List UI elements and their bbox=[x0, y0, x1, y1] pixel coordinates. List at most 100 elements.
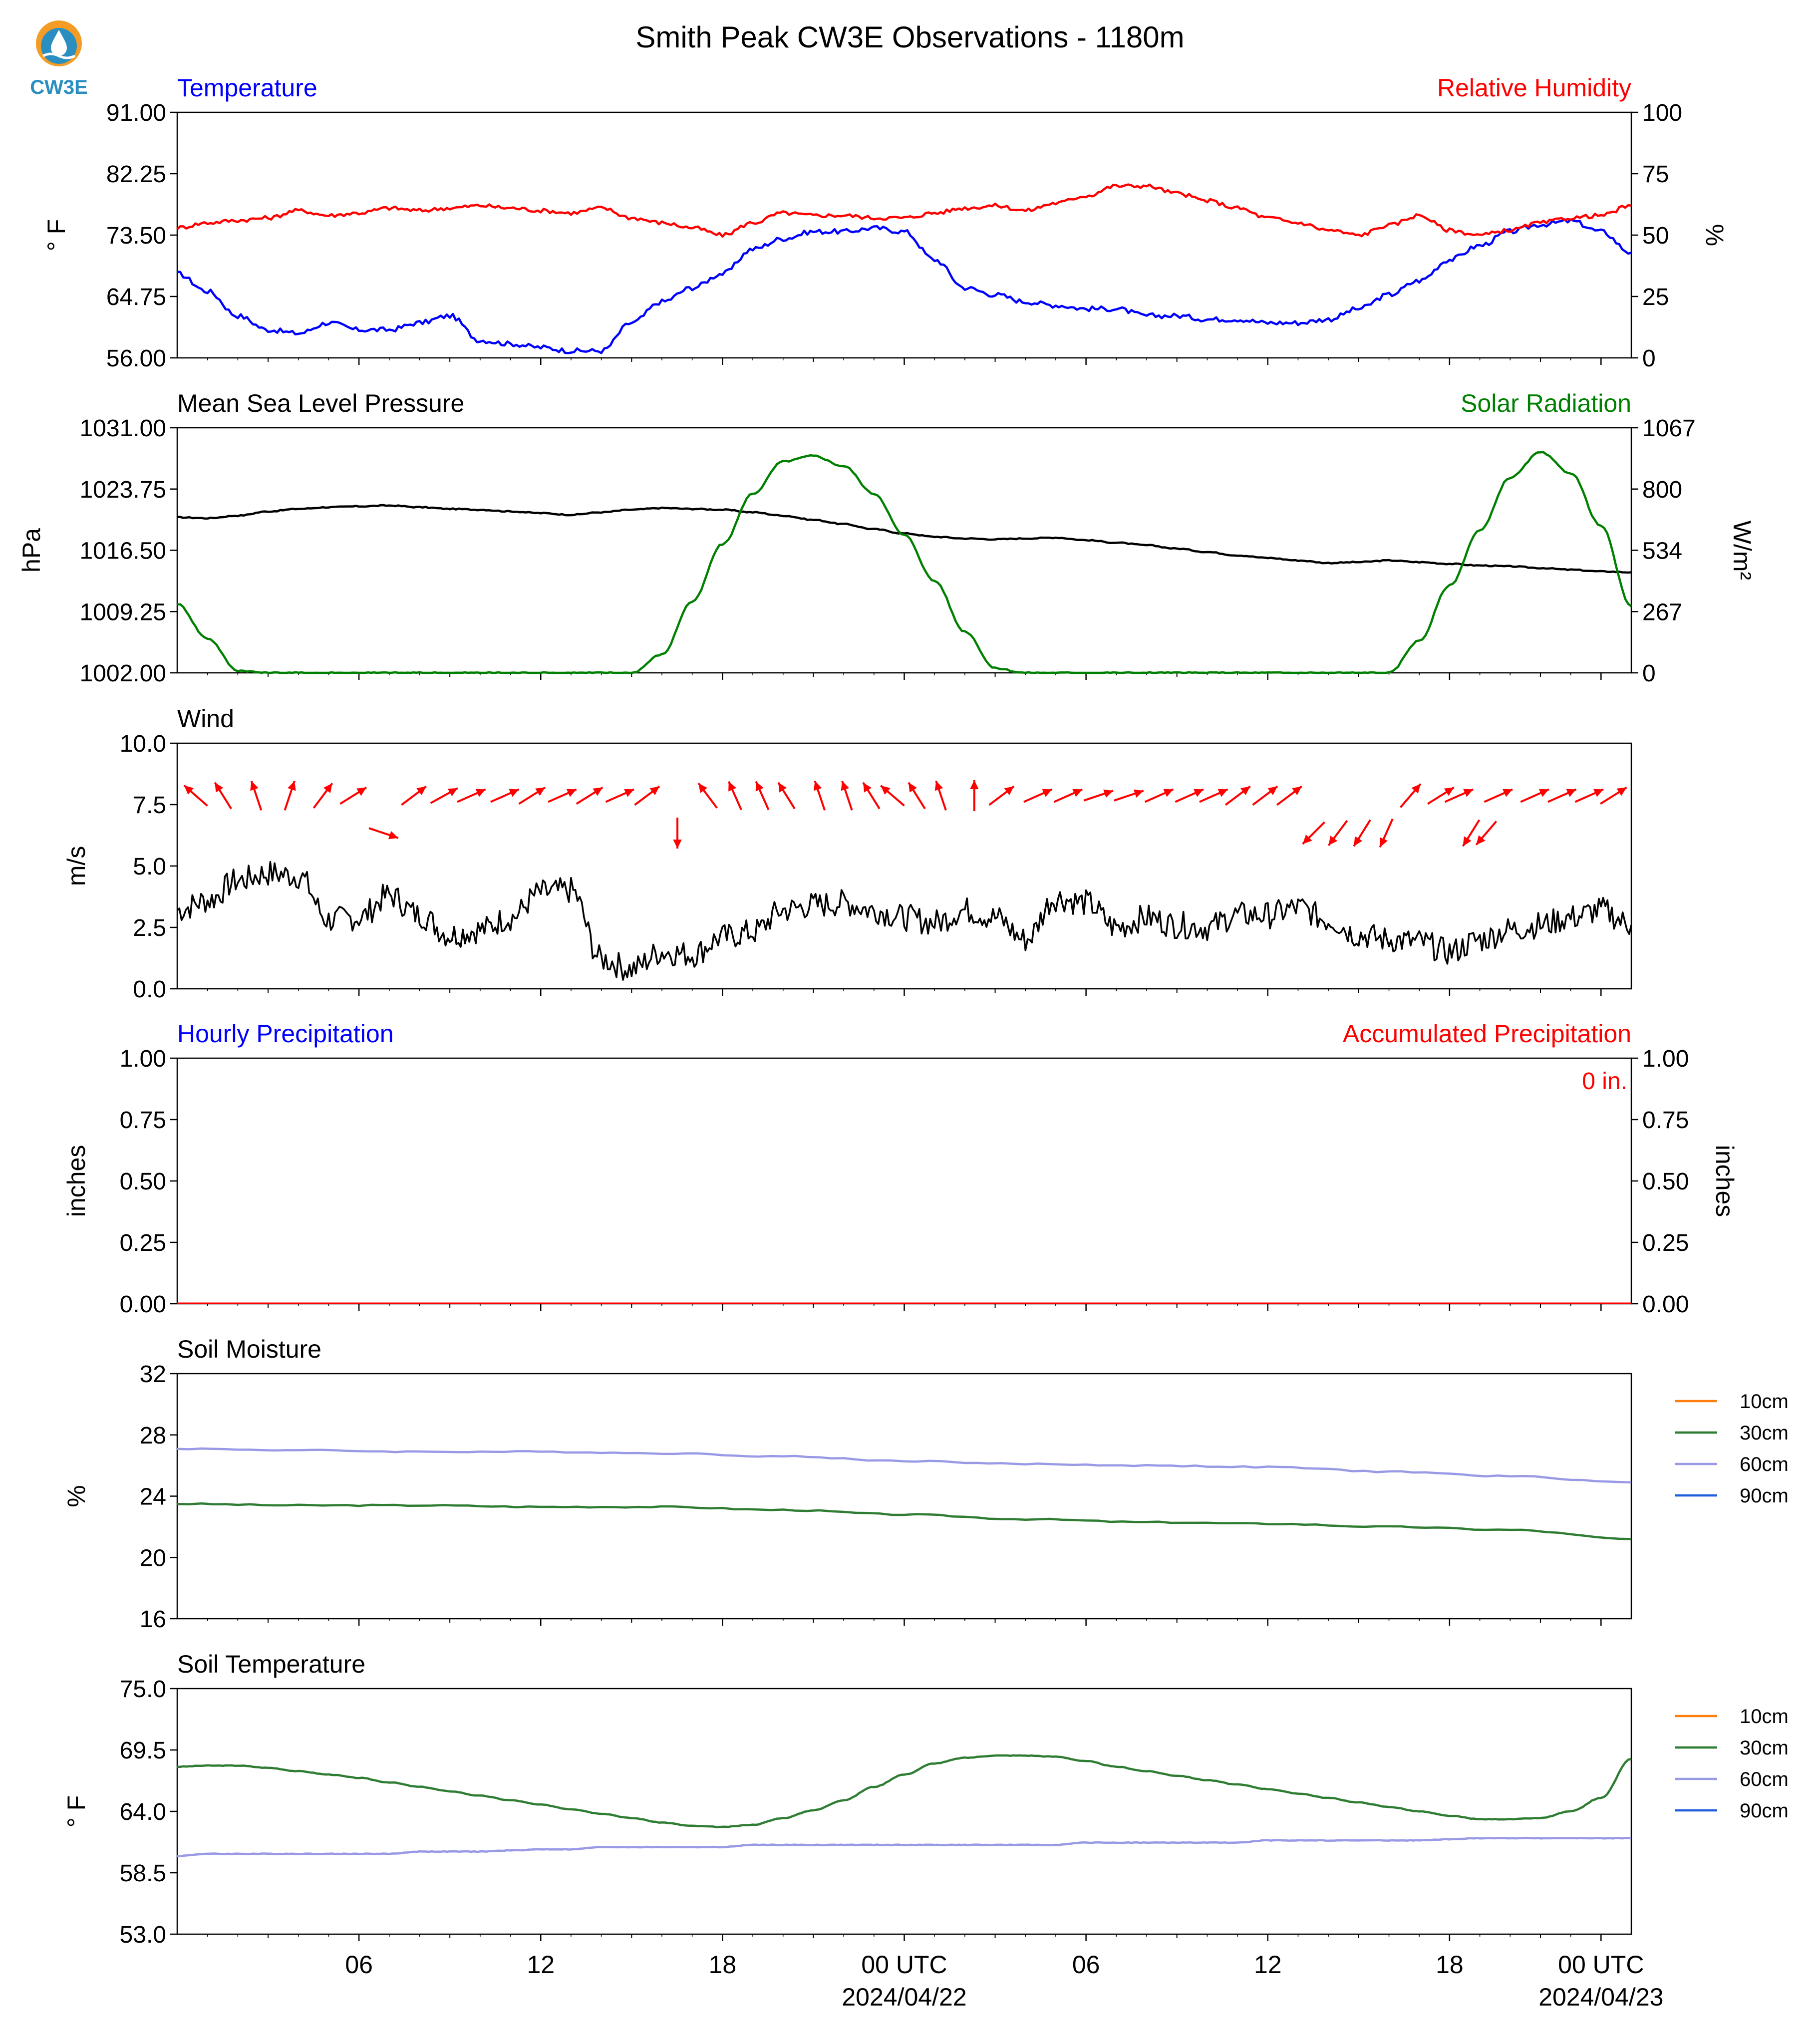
wind-arrow bbox=[1199, 788, 1228, 803]
wind-arrow bbox=[634, 785, 660, 806]
wind-arrow-head bbox=[1163, 789, 1174, 797]
wind-arrow-head bbox=[1072, 789, 1083, 797]
wind-arrow bbox=[777, 782, 796, 810]
wind-arrow-head bbox=[1292, 786, 1302, 796]
y-tick-label-left: 73.50 bbox=[106, 223, 166, 249]
wind-arrow bbox=[490, 788, 520, 803]
wind-arrow bbox=[1252, 785, 1278, 806]
wind-arrow-head bbox=[1328, 836, 1338, 846]
series-line-60cm bbox=[177, 1836, 1632, 1858]
series-line-relative-humidity bbox=[176, 183, 1632, 238]
y-tick-label-left: 1016.50 bbox=[79, 538, 166, 565]
wind-arrow-head bbox=[288, 781, 296, 791]
cw3e-logo-icon: CW3E bbox=[30, 20, 88, 98]
y-tick-label-right: 1.00 bbox=[1642, 1046, 1689, 1072]
wind-arrow-head bbox=[1103, 789, 1114, 798]
panel-soil_temperature: 53.0 58.5 64.0 69.5 75.0 Soil Temperature ° F 1… bbox=[62, 1650, 1789, 1948]
wind-arrow-head bbox=[1476, 835, 1486, 845]
wind-arrow bbox=[673, 818, 682, 849]
wind-arrow bbox=[1599, 786, 1627, 805]
wind-arrow bbox=[284, 780, 296, 811]
y-tick-label-right: 0 bbox=[1642, 345, 1656, 372]
x-tick-label: 06 bbox=[1072, 1951, 1100, 1979]
wind-arrow-head bbox=[447, 788, 458, 797]
wind-arrow-head bbox=[1444, 787, 1454, 796]
wind-arrow bbox=[430, 787, 458, 804]
legend: 10cm 30cm 60cm 90cm bbox=[1675, 1706, 1789, 1822]
panel-title-left: Mean Sea Level Pressure bbox=[177, 389, 464, 417]
wind-arrow-head bbox=[1566, 789, 1576, 797]
y-tick-label-left: 32 bbox=[140, 1361, 166, 1388]
series-line-wind-speed bbox=[176, 861, 1632, 981]
y-tick-label-left: 56.00 bbox=[106, 345, 166, 372]
wind-arrow-head bbox=[728, 781, 737, 792]
wind-arrow-head bbox=[416, 786, 426, 796]
wind-arrow bbox=[1484, 788, 1513, 803]
plot-frame bbox=[176, 742, 1632, 990]
wind-arrow bbox=[1379, 818, 1394, 848]
wind-arrow bbox=[1053, 788, 1083, 803]
wind-arrow bbox=[1023, 788, 1053, 803]
wind-arrow-head bbox=[813, 781, 822, 791]
wind-arrow bbox=[697, 782, 718, 809]
wind-arrow bbox=[1475, 821, 1498, 846]
wind-arrow bbox=[1276, 785, 1302, 806]
y-axis-label-right: inches bbox=[1711, 1145, 1739, 1217]
wind-arrow-head bbox=[1217, 789, 1228, 797]
y-tick-label-right: 800 bbox=[1642, 477, 1682, 503]
wind-arrow-head bbox=[1133, 789, 1144, 798]
wind-arrow-head bbox=[698, 783, 707, 793]
wind-arrow bbox=[1427, 786, 1455, 805]
y-tick-label-right: 0 bbox=[1642, 660, 1656, 687]
series-line-temperature bbox=[177, 218, 1632, 354]
wind-arrow-head bbox=[1267, 786, 1278, 796]
y-axis-label-left: ° F bbox=[42, 219, 70, 251]
wind-arrow-head bbox=[509, 789, 519, 797]
wind-arrow-head bbox=[909, 782, 917, 793]
y-tick-label-left: 20 bbox=[140, 1545, 166, 1571]
wind-arrow bbox=[1353, 819, 1371, 847]
wind-arrow bbox=[934, 780, 947, 811]
wind-arrow bbox=[312, 782, 333, 809]
x-tick-label: 12 bbox=[527, 1951, 555, 1979]
wind-arrow-head bbox=[356, 787, 367, 796]
y-tick-label-left: 0.50 bbox=[120, 1168, 166, 1195]
wind-arrow-head bbox=[1411, 784, 1421, 794]
wind-arrow bbox=[401, 785, 427, 806]
wind-arrow-head bbox=[475, 789, 486, 797]
y-tick-label-left: 64.75 bbox=[106, 284, 166, 310]
y-tick-label-left: 24 bbox=[140, 1484, 166, 1510]
wind-arrow-head bbox=[388, 831, 398, 840]
y-axis-label-left: % bbox=[62, 1485, 90, 1507]
wind-arrow bbox=[908, 782, 926, 810]
y-tick-label-right: 50 bbox=[1642, 223, 1669, 249]
panel-title-right: Solar Radiation bbox=[1461, 389, 1631, 417]
wind-arrow bbox=[1302, 821, 1325, 845]
series-line-mean-sea-level-pressure bbox=[177, 504, 1632, 574]
y-tick-label-left: 16 bbox=[140, 1606, 166, 1633]
series-line-30cm bbox=[177, 1754, 1632, 1828]
x-tick-label: 00 UTC bbox=[1558, 1951, 1644, 1979]
panel-temperature_humidity: 56.00 64.75 73.50 82.25 91.00 0 25 50 75 100 Tempe… bbox=[42, 74, 1729, 372]
panel-title-left: Soil Moisture bbox=[177, 1335, 321, 1363]
series-line-60cm bbox=[177, 1447, 1632, 1484]
wind-arrow-head bbox=[624, 789, 634, 797]
y-axis-label-left: ° F bbox=[62, 1795, 90, 1827]
panel-title-right: Accumulated Precipitation bbox=[1343, 1020, 1631, 1048]
plot-frame bbox=[176, 1057, 1632, 1305]
wind-arrow-head bbox=[1240, 786, 1250, 796]
wind-arrow bbox=[1462, 819, 1481, 847]
wind-arrow bbox=[755, 781, 770, 811]
x-axis-labels: 06 12 18 00 UTC 06 12 18 00 UTC 2024/04/22 2024/0… bbox=[345, 1951, 1663, 2011]
wind-arrow-head bbox=[1463, 836, 1472, 847]
wind-arrow bbox=[1144, 788, 1174, 803]
y-tick-label-right: 0.75 bbox=[1642, 1107, 1689, 1134]
legend-label: 30cm bbox=[1740, 1737, 1789, 1759]
x-tick-label: 18 bbox=[1436, 1951, 1464, 1979]
y-tick-label-right: 1067 bbox=[1642, 415, 1696, 442]
y-tick-label-left: 1002.00 bbox=[79, 660, 166, 687]
wind-arrow-head bbox=[250, 781, 259, 791]
logo-text: CW3E bbox=[30, 76, 88, 98]
y-tick-label-left: 91.00 bbox=[106, 100, 166, 126]
